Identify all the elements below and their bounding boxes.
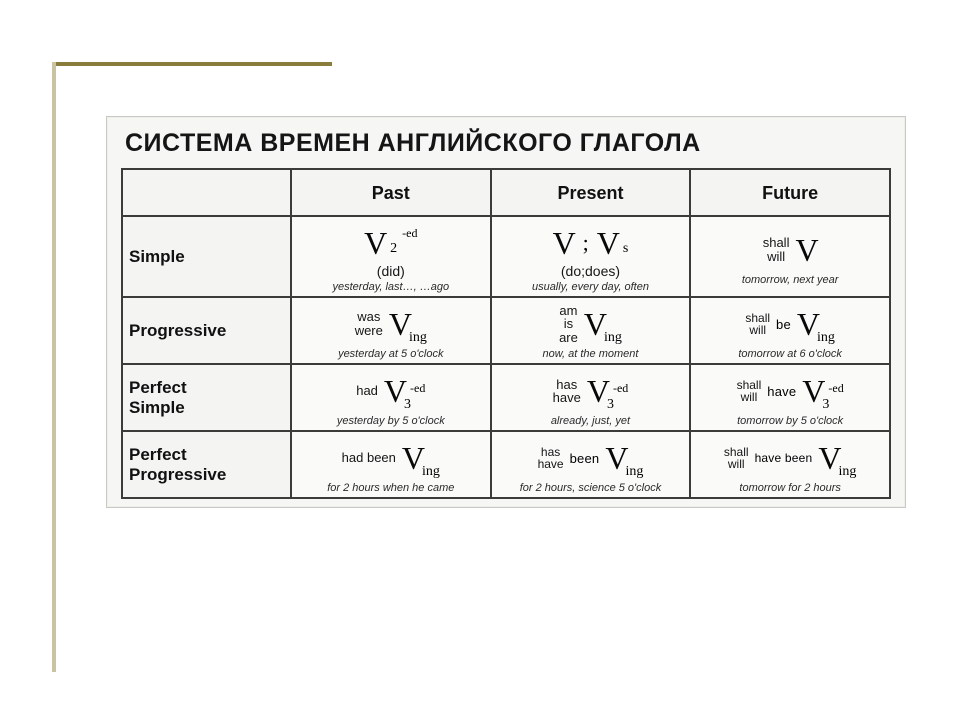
aux-verb: was were <box>355 310 383 337</box>
col-header-past: Past <box>291 169 491 216</box>
verb-symbol: V <box>553 227 575 259</box>
cell-perfect-simple-present: has have V3 -ed already, just, yet <box>491 364 691 431</box>
verb-symbol: V <box>584 308 606 340</box>
cell-perfect-progressive-present: has have been Ving for 2 hours, science … <box>491 431 691 498</box>
aux-verb: shall will <box>724 446 749 471</box>
cell-perfect-simple-past: had V3 -ed yesterday by 5 o'clock <box>291 364 491 431</box>
cell-simple-present: V ; Vs (do;does) usually, every day, oft… <box>491 216 691 297</box>
time-hint: already, just, yet <box>551 415 630 427</box>
verb-ing: ing <box>625 464 643 479</box>
verb-sup: -ed <box>402 226 417 241</box>
row-header-progressive: Progressive <box>122 297 291 364</box>
verb-symbol: V <box>795 234 817 266</box>
verb-sub: 3 <box>404 397 411 412</box>
cell-perfect-progressive-past: had been Ving for 2 hours when he came <box>291 431 491 498</box>
tense-table: Past Present Future Simple V2-ed (did) <box>121 168 891 499</box>
table-row: Perfect Progressive had been Ving for 2 … <box>122 431 890 498</box>
aux-verb: am is are <box>559 304 578 345</box>
cell-progressive-present: am is are Ving now, at the moment <box>491 297 691 364</box>
aux-verb: has have <box>553 378 581 405</box>
col-header-present: Present <box>491 169 691 216</box>
verb-symbol: V <box>384 375 406 407</box>
tense-panel: СИСТЕМА ВРЕМЕН АНГЛИЙСКОГО ГЛАГОЛА Past … <box>106 116 906 508</box>
time-hint: yesterday at 5 o'clock <box>338 348 443 360</box>
aux-mid: have been <box>755 451 813 465</box>
verb-symbol: V <box>389 308 411 340</box>
time-hint: yesterday by 5 o'clock <box>337 415 445 427</box>
verb-ing: ing <box>409 330 427 345</box>
verb-sup: -ed <box>828 381 843 395</box>
decor-rule-top <box>52 62 332 66</box>
aux-verb: shall will <box>745 312 770 337</box>
aux-verb: shall will <box>763 236 790 263</box>
col-header-blank <box>122 169 291 216</box>
verb-ing: ing <box>839 464 857 479</box>
decor-rule-left <box>52 62 56 672</box>
aux-mid: been <box>570 451 600 466</box>
row-header-perfect-simple: Perfect Simple <box>122 364 291 431</box>
time-hint: tomorrow for 2 hours <box>739 482 840 494</box>
slide: СИСТЕМА ВРЕМЕН АНГЛИЙСКОГО ГЛАГОЛА Past … <box>0 0 960 720</box>
verb-symbol: V <box>797 308 819 340</box>
aux-paren: (did) <box>377 263 405 279</box>
verb-ing: ing <box>422 464 440 479</box>
col-header-future: Future <box>690 169 890 216</box>
aux-mid: have <box>767 384 796 399</box>
row-header-perfect-progressive: Perfect Progressive <box>122 431 291 498</box>
time-hint: for 2 hours when he came <box>327 482 454 494</box>
separator: ; <box>583 230 589 256</box>
verb-sup: -ed <box>613 381 628 395</box>
time-hint: tomorrow at 6 o'clock <box>738 348 842 360</box>
verb-symbol: V <box>597 227 619 259</box>
verb-sup: -ed <box>410 381 425 395</box>
verb-sub: 2 <box>390 241 397 257</box>
verb-sub: 3 <box>607 397 614 412</box>
aux-verb: had <box>356 384 378 398</box>
row-header-simple: Simple <box>122 216 291 297</box>
aux-verb: had been <box>342 451 396 465</box>
verb-symbol: V <box>364 227 386 259</box>
verb-symbol: V <box>587 375 609 407</box>
time-hint: tomorrow by 5 o'clock <box>737 415 843 427</box>
time-hint: usually, every day, often <box>532 281 649 293</box>
verb-sub: 3 <box>822 397 829 412</box>
cell-simple-future: shall will V tomorrow, next year <box>690 216 890 297</box>
table-row: Progressive was were Ving yesterday at 5… <box>122 297 890 364</box>
time-hint: tomorrow, next year <box>742 274 839 286</box>
time-hint: now, at the moment <box>542 348 638 360</box>
time-hint: for 2 hours, science 5 o'clock <box>520 482 662 494</box>
cell-progressive-future: shall will be Ving tomorrow at 6 o'clock <box>690 297 890 364</box>
aux-verb: shall will <box>737 379 762 404</box>
table-row: Past Present Future <box>122 169 890 216</box>
verb-ing: ing <box>604 330 622 345</box>
verb-ing: ing <box>817 330 835 345</box>
table-row: Perfect Simple had V3-ed yesterday by 5 … <box>122 364 890 431</box>
cell-perfect-progressive-future: shall will have been Ving tomorrow for 2… <box>690 431 890 498</box>
time-hint: yesterday, last…, …ago <box>333 281 450 293</box>
aux-mid: be <box>776 317 791 332</box>
aux-paren: (do;does) <box>561 263 620 279</box>
aux-verb: has have <box>538 446 564 471</box>
cell-perfect-simple-future: shall will have V3-ed tomorrow by 5 o'cl… <box>690 364 890 431</box>
verb-symbol: V <box>402 442 424 474</box>
cell-simple-past: V2 -ed (did) yesterday, last…, …ago <box>291 216 491 297</box>
verb-sub: s <box>623 241 628 257</box>
panel-title: СИСТЕМА ВРЕМЕН АНГЛИЙСКОГО ГЛАГОЛА <box>125 129 891 158</box>
cell-progressive-past: was were Ving yesterday at 5 o'clock <box>291 297 491 364</box>
table-row: Simple V2-ed (did) yesterday, last…, …ag… <box>122 216 890 297</box>
verb-symbol: V <box>818 442 840 474</box>
